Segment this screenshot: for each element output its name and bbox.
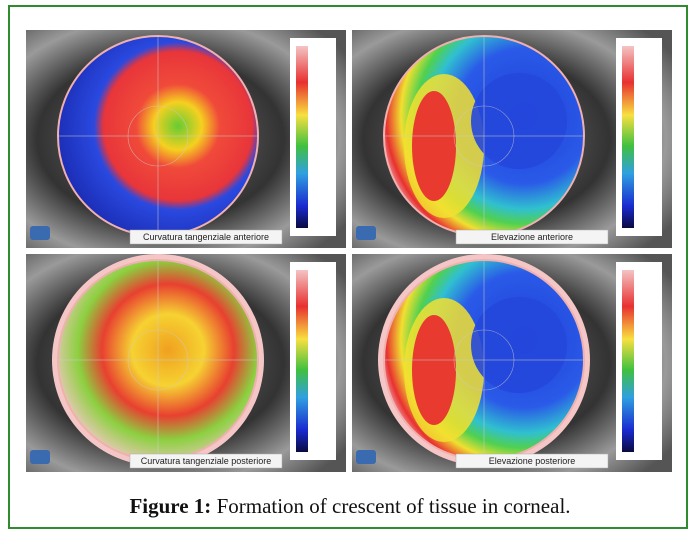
logo <box>30 226 50 240</box>
logo <box>356 226 376 240</box>
colorbar <box>296 270 308 452</box>
map-panel: Elevazione anteriore <box>352 30 672 248</box>
crescent-red <box>412 315 456 425</box>
center-blue <box>471 297 567 393</box>
map-panel: Elevazione posteriore <box>352 254 672 472</box>
panel-label: Curvatura tangenziale anteriore <box>143 232 269 242</box>
logo <box>30 450 50 464</box>
panel-label: Curvatura tangenziale posteriore <box>141 456 272 466</box>
colorbar <box>296 46 308 228</box>
caption-text: Formation of crescent of tissue in corne… <box>217 494 571 518</box>
panel-label: Elevazione anteriore <box>491 232 573 242</box>
colorbar <box>622 46 634 228</box>
logo <box>356 450 376 464</box>
figure-image: Curvatura tangenziale anteriore Elevazion… <box>26 30 674 472</box>
crescent-red <box>412 91 456 201</box>
page: Curvatura tangenziale anteriore Elevazion… <box>0 0 700 539</box>
caption-label: Figure 1: <box>129 494 211 518</box>
center-blue <box>471 73 567 169</box>
map-panel: Curvatura tangenziale posteriore <box>26 254 346 472</box>
figure-caption: Figure 1: Formation of crescent of tissu… <box>0 494 700 519</box>
panel-label: Elevazione posteriore <box>489 456 576 466</box>
map-panel: Curvatura tangenziale anteriore <box>26 30 346 248</box>
colorbar <box>622 270 634 452</box>
